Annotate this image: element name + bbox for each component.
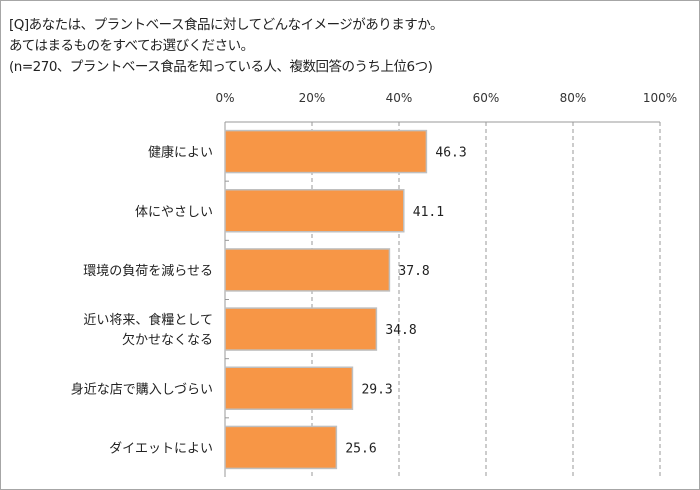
category-label: 身近な店で購入しづらい	[71, 381, 213, 397]
value-label: 46.3	[435, 146, 466, 161]
category-label: 体にやさしい	[135, 205, 213, 220]
bar	[224, 189, 405, 233]
category-label: 環境の負荷を減らせる	[83, 263, 213, 279]
chart-title-line-1: [Q]あなたは、プラントベース食品に対してどんなイメージがありますか。	[9, 17, 444, 33]
x-tick-label: 20%	[299, 91, 326, 105]
x-tick-label: 100%	[643, 91, 677, 105]
bar	[224, 129, 428, 174]
category-label: 欠かせなくなる	[122, 332, 213, 348]
x-tick-label: 60%	[473, 91, 500, 105]
x-tick-label: 0%	[215, 91, 234, 105]
category-label: ダイエットによい	[109, 441, 213, 456]
bar	[224, 366, 354, 410]
value-label: 29.3	[361, 382, 392, 397]
bar	[224, 248, 391, 292]
value-label: 25.6	[345, 441, 376, 456]
x-tick-label: 80%	[560, 91, 587, 105]
bar	[224, 425, 338, 470]
chart-title-line-2: あてはまるものをすべてお選びください。	[9, 38, 254, 54]
value-label: 37.8	[398, 264, 429, 279]
value-label: 41.1	[413, 205, 444, 220]
category-label: 近い将来、食糧として	[83, 312, 213, 328]
x-tick-label: 40%	[386, 91, 413, 105]
bar	[224, 307, 378, 351]
category-label: 健康によい	[148, 145, 213, 161]
value-label: 34.8	[385, 323, 416, 338]
chart-title-line-3: (n=270、プラントベース食品を知っている人、複数回答のうち上位6つ)	[9, 59, 433, 75]
